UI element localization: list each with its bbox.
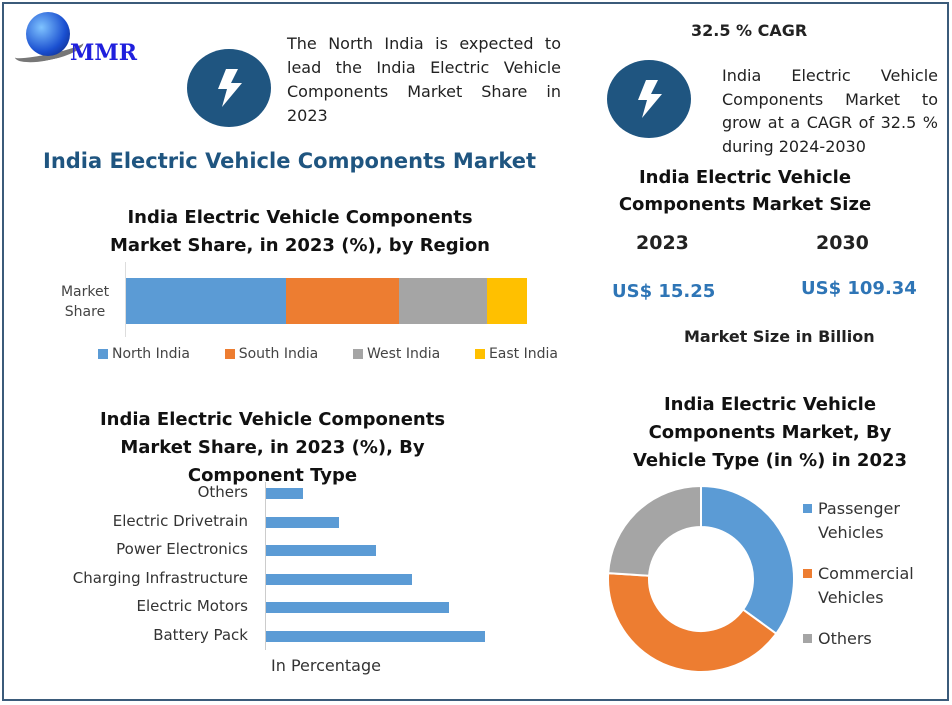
- logo-text: MMR: [70, 40, 137, 66]
- bar-others: [266, 488, 303, 499]
- bar-segment-west-india: [398, 278, 487, 324]
- slice-passenger-vehicles: [700, 484, 795, 636]
- bar-power-electronics: [266, 545, 376, 557]
- value-2030: US$ 109.34: [801, 278, 917, 299]
- region-legend: North India South India West India East Ind…: [98, 346, 558, 362]
- mmr-logo: MMR: [12, 12, 137, 68]
- legend-label: Others: [818, 629, 872, 648]
- year-2023: 2023: [636, 232, 689, 254]
- legend-swatch: [803, 569, 812, 578]
- bar-segment-east-india: [486, 278, 527, 324]
- legend-item: West India: [352, 346, 441, 362]
- category-label: Charging Infrastructure: [72, 568, 248, 587]
- x-axis-label: In Percentage: [271, 656, 381, 675]
- category-label: Battery Pack: [153, 626, 248, 644]
- category-label: Others: [197, 483, 248, 501]
- legend-item: Commercial Vehicles: [803, 562, 923, 610]
- category-label: Power Electronics: [116, 540, 248, 559]
- main-title: India Electric Vehicle Components Market: [43, 149, 537, 173]
- legend-label: North India: [112, 346, 190, 362]
- category-label: Electric Motors: [136, 597, 248, 616]
- category-label: Market Share: [60, 284, 110, 320]
- axis-line: [125, 262, 126, 337]
- legend-item: North India: [98, 346, 190, 362]
- legend-item: Others: [803, 627, 923, 651]
- bar-segment-south-india: [286, 278, 399, 324]
- y-axis-line: [265, 482, 266, 650]
- legend-label: West India: [366, 346, 441, 362]
- legend-item: Passenger Vehicles: [803, 497, 923, 545]
- legend-item: South India: [224, 346, 319, 362]
- north-india-note: The North India is expected to lead the …: [287, 34, 561, 125]
- stacked-bar: [126, 278, 527, 324]
- bar-segment-north-india: [126, 278, 287, 324]
- unit-note: Market Size in Billion: [684, 327, 875, 346]
- legend-swatch: [474, 349, 485, 359]
- legend-label: Passenger Vehicles: [818, 499, 900, 542]
- donut-chart: [607, 484, 795, 673]
- bar-electric-motors: [266, 602, 449, 614]
- component-chart-title: India Electric Vehicle Components Market…: [99, 409, 446, 486]
- legend-label: Commercial Vehicles: [818, 564, 914, 607]
- legend-swatch: [352, 349, 363, 359]
- legend-label: East India: [488, 346, 558, 362]
- vehicle-legend: Passenger Vehicles Commercial Vehicles Oth…: [803, 497, 923, 668]
- category-label: Electric Drivetrain: [112, 511, 248, 530]
- value-2023: US$ 15.25: [612, 281, 716, 302]
- region-chart-title: India Electric Vehicle Components Market…: [109, 207, 490, 256]
- vehicle-chart-title: India Electric Vehicle Components Market…: [632, 394, 908, 471]
- market-size-title: India Electric Vehicle Components Market…: [618, 167, 872, 215]
- legend-item: East India: [474, 346, 558, 362]
- slice-commercial-vehicles: [607, 572, 778, 673]
- cagr-heading: 32.5 % CAGR: [691, 21, 808, 40]
- bar-battery-pack: [266, 631, 485, 642]
- cagr-note: India Electric Vehicle Components Market…: [722, 66, 938, 156]
- lightning-bolt-icon: [187, 49, 271, 127]
- legend-swatch: [224, 349, 235, 359]
- legend-swatch: [98, 349, 108, 359]
- legend-swatch: [803, 504, 812, 513]
- legend-label: South India: [238, 346, 319, 362]
- legend-swatch: [803, 634, 812, 643]
- bar-electric-drivetrain: [266, 516, 339, 528]
- slice-others: [607, 484, 702, 577]
- lightning-bolt-icon: [607, 60, 691, 138]
- bar-charging-infrastructure: [266, 573, 412, 585]
- year-2030: 2030: [816, 232, 869, 254]
